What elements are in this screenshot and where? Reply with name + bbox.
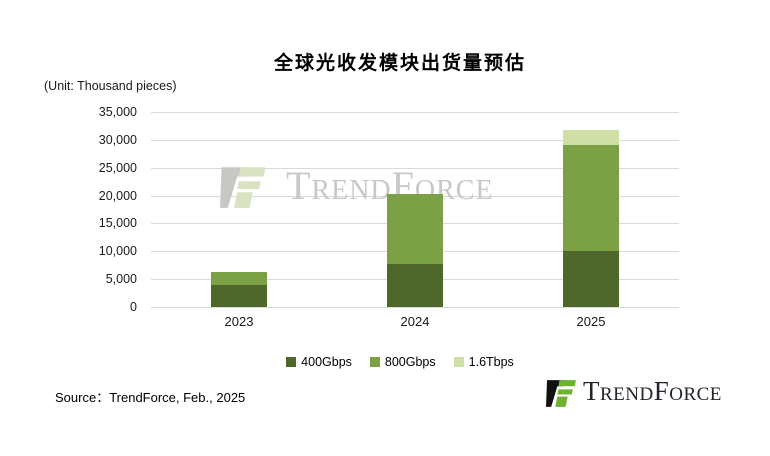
watermark-logo: TrendForce	[220, 164, 494, 211]
bar-stack-2023	[211, 112, 267, 307]
legend-swatch	[369, 357, 380, 367]
legend-swatch	[453, 357, 464, 367]
source-note: Source：TrendForce, Feb., 2025	[55, 390, 246, 405]
y-tick-label: 5,000	[105, 272, 137, 287]
chart-legend: 400Gbps 800Gbps 1.6Tbps	[30, 355, 770, 369]
bar-2025-800Gbps	[563, 144, 619, 252]
x-tick-label: 2023	[224, 314, 254, 329]
trendforce-logo-mark	[546, 380, 576, 407]
y-tick-label: 25,000	[98, 160, 137, 175]
x-tick-label: 2025	[576, 314, 606, 329]
y-tick-label: 10,000	[98, 244, 137, 259]
chart-title: 全球光收发模块出货量预估	[273, 53, 526, 74]
y-tick-label: 20,000	[98, 188, 137, 203]
bar-2023-800Gbps	[211, 272, 267, 285]
y-tick-label: 15,000	[98, 216, 137, 231]
y-tick-label: 35,000	[98, 105, 137, 119]
legend-swatch	[286, 357, 297, 367]
bar-2023-400Gbps	[211, 284, 267, 307]
legend-item-1.6Tbps: 1.6Tbps	[453, 355, 514, 369]
x-axis-labels: 2023 2024 2025	[151, 314, 679, 334]
bar-stack-2024	[387, 112, 443, 307]
gridline	[151, 139, 679, 141]
legend-item-400Gbps: 400Gbps	[286, 355, 352, 369]
footer-logo-text: TrendForce	[583, 376, 722, 406]
y-axis-labels: 0 5,000 10,000 15,000 20,000 25,000 30,000 35,0…	[60, 105, 137, 314]
legend-label: 400Gbps	[301, 355, 352, 369]
y-tick-label: 0	[130, 300, 137, 314]
footer-logo: TrendForce	[546, 378, 722, 409]
y-tick-label: 30,000	[98, 132, 137, 147]
bar-2025-400Gbps	[563, 251, 619, 307]
trendforce-logo-mark-watermark	[220, 167, 266, 208]
x-tick-label: 2024	[400, 314, 430, 329]
bar-2025-1.6Tbps	[563, 129, 619, 145]
unit-label: (Unit: Thousand pieces)	[44, 79, 177, 93]
plot-area	[151, 112, 679, 308]
gridline	[151, 167, 679, 169]
legend-label: 1.6Tbps	[468, 355, 514, 369]
bar-2024-800Gbps	[387, 193, 443, 264]
legend-label: 800Gbps	[384, 355, 436, 369]
gridline	[151, 307, 679, 308]
legend-item-800Gbps: 800Gbps	[369, 355, 436, 369]
bar-stack-2025	[563, 112, 619, 307]
gridline	[151, 112, 679, 113]
bar-2024-400Gbps	[387, 263, 443, 307]
